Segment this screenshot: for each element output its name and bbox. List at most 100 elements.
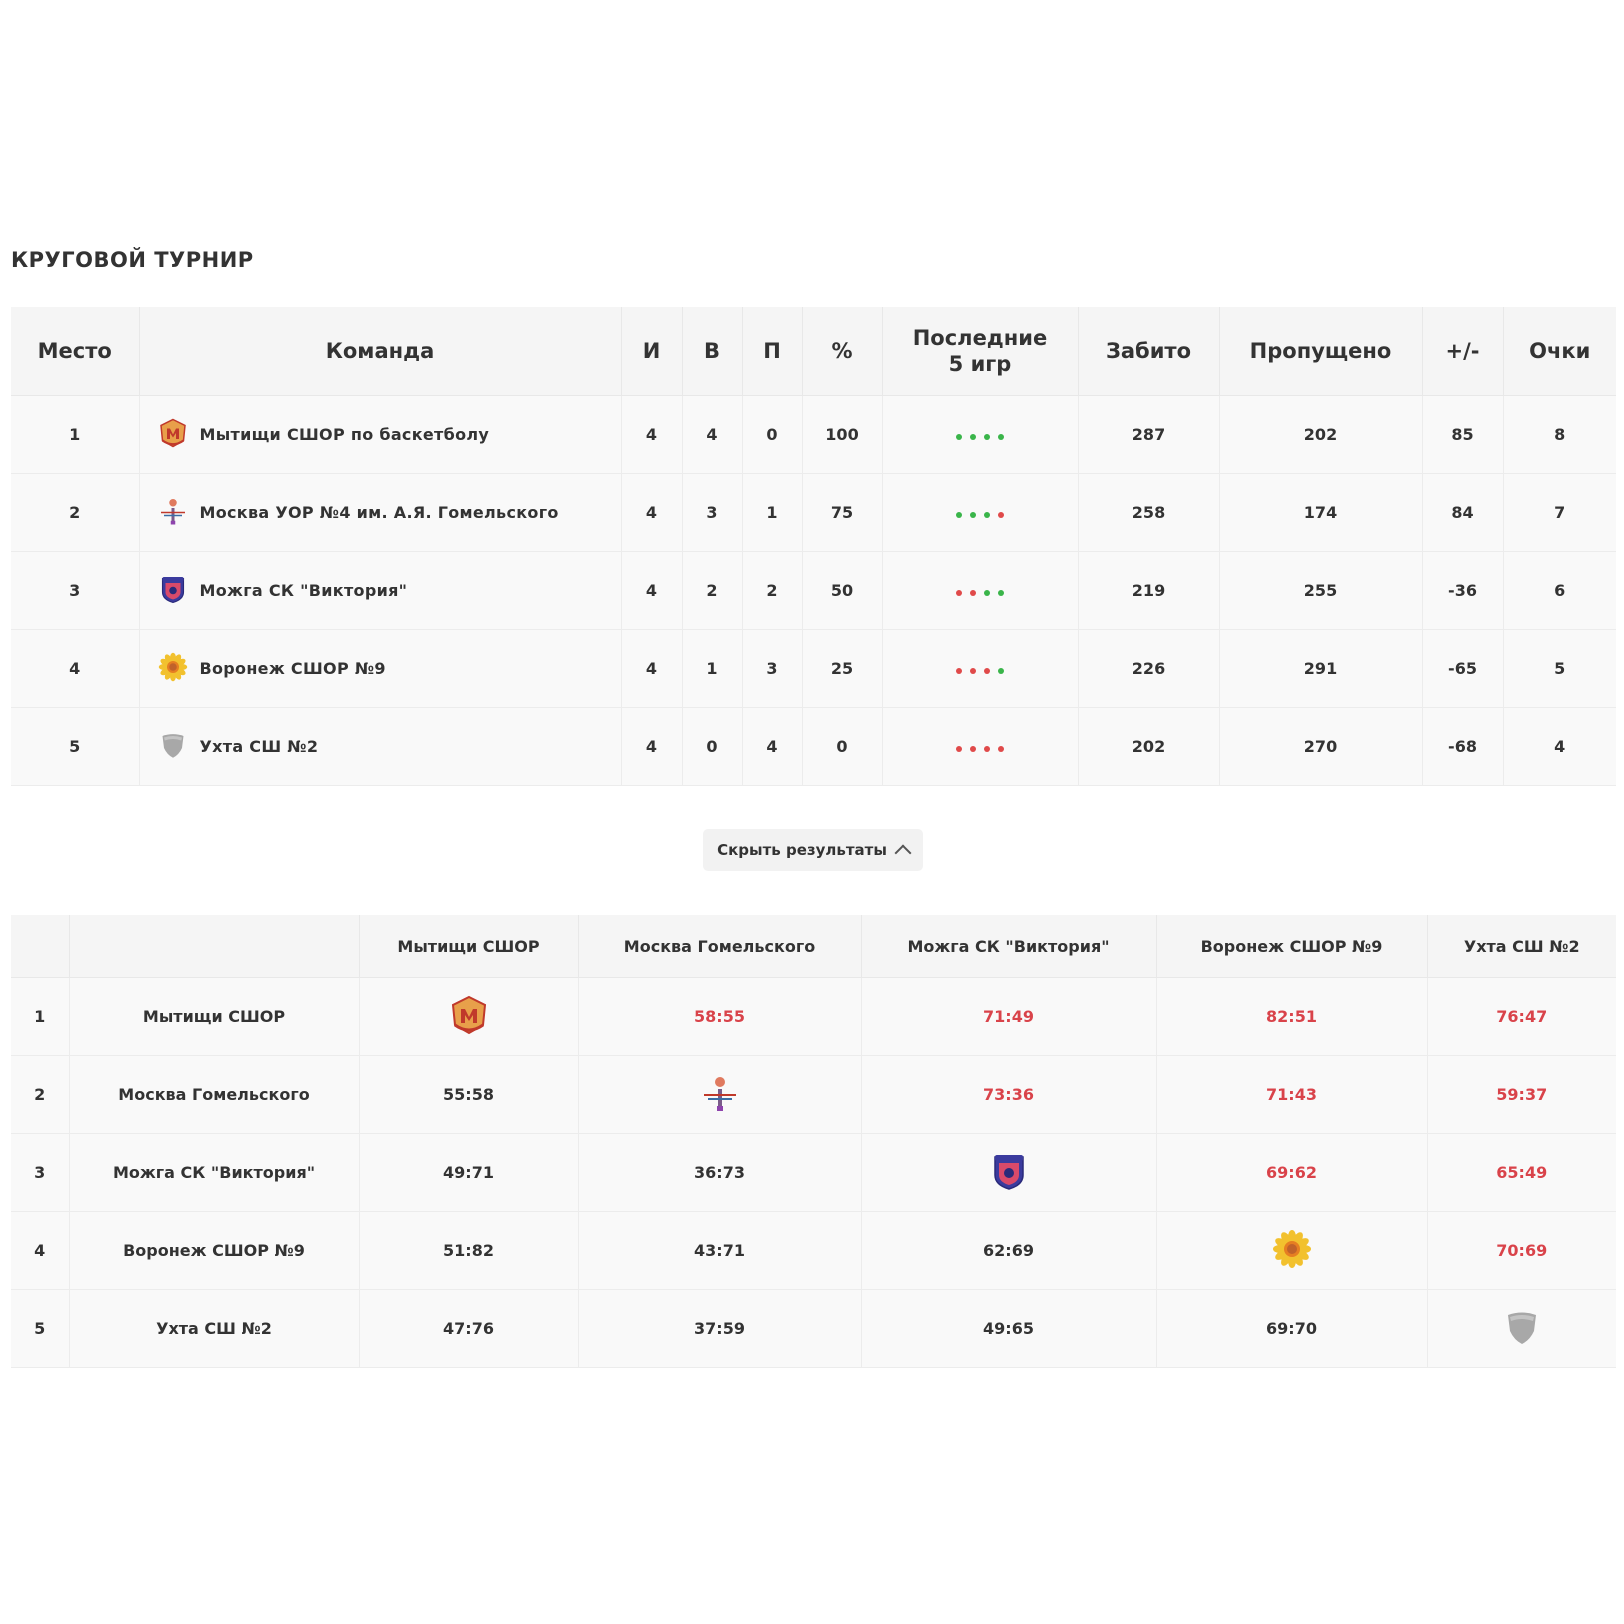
wins-cell: 3 [682, 473, 743, 552]
results-table: Мытищи СШОР Москва Гомельского Можга СК … [11, 915, 1616, 1368]
last5-cell [882, 707, 1079, 786]
score-cell[interactable]: 71:49 [861, 977, 1157, 1056]
games-cell: 4 [621, 473, 683, 552]
score-cell[interactable]: 47:76 [359, 1289, 579, 1368]
results-team-cell[interactable]: Можга СК "Виктория" [69, 1133, 360, 1212]
loss-dot [956, 746, 962, 752]
score-cell[interactable]: 49:65 [861, 1289, 1157, 1368]
team-name-link[interactable]: Мытищи СШОР по баскетболу [199, 425, 490, 444]
loss-dot [956, 590, 962, 596]
team-name-link[interactable]: Ухта СШ №2 [199, 737, 319, 756]
ukhta-logo [158, 730, 188, 764]
loss-dot [956, 668, 962, 674]
place-cell: 5 [11, 707, 140, 786]
moscow-logo [158, 496, 188, 530]
last5-cell [882, 551, 1079, 630]
results-col-header: Можга СК "Виктория" [861, 915, 1157, 978]
conceded-cell: 270 [1219, 707, 1423, 786]
scored-cell: 226 [1078, 629, 1220, 708]
win-dot [956, 512, 962, 518]
header-last5: Последние 5 игр [882, 307, 1079, 396]
last5-cell [882, 473, 1079, 552]
win-dot [956, 434, 962, 440]
score-cell[interactable]: 55:58 [359, 1055, 579, 1134]
section-title: КРУГОВОЙ ТУРНИР [11, 248, 254, 272]
results-place-cell: 3 [11, 1133, 70, 1212]
games-cell: 4 [621, 707, 683, 786]
games-cell: 4 [621, 395, 683, 474]
hide-results-button[interactable]: Скрыть результаты [703, 829, 923, 871]
results-col-header: Мытищи СШОР [359, 915, 579, 978]
score-cell[interactable]: 59:37 [1427, 1055, 1616, 1134]
score-cell[interactable]: 69:62 [1156, 1133, 1428, 1212]
last5-cell [882, 395, 1079, 474]
score-cell[interactable]: 69:70 [1156, 1289, 1428, 1368]
results-place-cell: 1 [11, 977, 70, 1056]
results-row: 4 Воронеж СШОР №9 51:82 43:71 62:69 70:69 [11, 1211, 1616, 1290]
score-cell[interactable]: 65:49 [1427, 1133, 1616, 1212]
score-cell[interactable]: 76:47 [1427, 977, 1616, 1056]
loss-dot [984, 668, 990, 674]
loss-dot [984, 746, 990, 752]
pct-cell: 75 [802, 473, 883, 552]
header-conceded: Пропущено [1219, 307, 1423, 396]
score-cell[interactable]: 70:69 [1427, 1211, 1616, 1290]
header-games: И [621, 307, 683, 396]
header-last5-line1: Последние [912, 326, 1048, 350]
results-place-cell: 5 [11, 1289, 70, 1368]
standings-table: Место Команда И В П % Последние 5 игр Заб… [11, 307, 1616, 786]
score-cell[interactable]: 62:69 [861, 1211, 1157, 1290]
self-logo-cell [359, 977, 579, 1056]
team-cell: Можга СК "Виктория" [139, 551, 622, 630]
results-row: 1 Мытищи СШОР 58:55 71:49 82:51 76:47 [11, 977, 1616, 1056]
score-cell[interactable]: 49:71 [359, 1133, 579, 1212]
team-name-link[interactable]: Воронеж СШОР №9 [199, 659, 386, 678]
wins-cell: 4 [682, 395, 743, 474]
score-cell[interactable]: 73:36 [861, 1055, 1157, 1134]
losses-cell: 4 [742, 707, 803, 786]
pct-cell: 100 [802, 395, 883, 474]
results-team-cell[interactable]: Мытищи СШОР [69, 977, 360, 1056]
header-losses: П [742, 307, 803, 396]
standings-row: 4 Воронеж СШОР №9 4 1 3 25 226 291 -65 5 [11, 629, 1616, 708]
diff-cell: -65 [1422, 629, 1504, 708]
conceded-cell: 174 [1219, 473, 1423, 552]
points-cell: 7 [1503, 473, 1616, 552]
team-name-link[interactable]: Москва УОР №4 им. А.Я. Гомельского [199, 503, 559, 522]
score-cell[interactable]: 37:59 [578, 1289, 862, 1368]
results-team-cell[interactable]: Воронеж СШОР №9 [69, 1211, 360, 1290]
voronezh-logo [158, 652, 188, 686]
score-cell[interactable]: 58:55 [578, 977, 862, 1056]
hide-results-label: Скрыть результаты [717, 841, 887, 859]
team-name-link[interactable]: Можга СК "Виктория" [199, 581, 408, 600]
results-team-cell[interactable]: Москва Гомельского [69, 1055, 360, 1134]
win-dot [998, 434, 1004, 440]
results-team-cell[interactable]: Ухта СШ №2 [69, 1289, 360, 1368]
score-cell[interactable]: 43:71 [578, 1211, 862, 1290]
standings-row: 1 Мытищи СШОР по баскетболу 4 4 0 100 28… [11, 395, 1616, 474]
results-row: 2 Москва Гомельского 55:58 73:36 71:43 59:37 [11, 1055, 1616, 1134]
score-cell[interactable]: 82:51 [1156, 977, 1428, 1056]
conceded-cell: 291 [1219, 629, 1423, 708]
header-pct: % [802, 307, 883, 396]
header-last5-line2: 5 игр [948, 352, 1012, 376]
score-cell[interactable]: 51:82 [359, 1211, 579, 1290]
win-dot [998, 590, 1004, 596]
pct-cell: 25 [802, 629, 883, 708]
place-cell: 1 [11, 395, 140, 474]
scored-cell: 258 [1078, 473, 1220, 552]
header-diff: +/- [1422, 307, 1504, 396]
team-cell: Москва УОР №4 им. А.Я. Гомельского [139, 473, 622, 552]
score-cell[interactable]: 71:43 [1156, 1055, 1428, 1134]
standings-header-row: Место Команда И В П % Последние 5 игр Заб… [11, 307, 1616, 396]
loss-dot [970, 746, 976, 752]
results-col-header: Ухта СШ №2 [1427, 915, 1616, 978]
results-col-header: Воронеж СШОР №9 [1156, 915, 1428, 978]
results-header-row: Мытищи СШОР Москва Гомельского Можга СК … [11, 915, 1616, 978]
results-header-place [11, 915, 70, 978]
score-cell[interactable]: 36:73 [578, 1133, 862, 1212]
mytishchi-logo [158, 418, 188, 452]
voronezh-logo [1272, 1229, 1312, 1273]
mozhga-logo [158, 574, 188, 608]
header-wins: В [682, 307, 743, 396]
